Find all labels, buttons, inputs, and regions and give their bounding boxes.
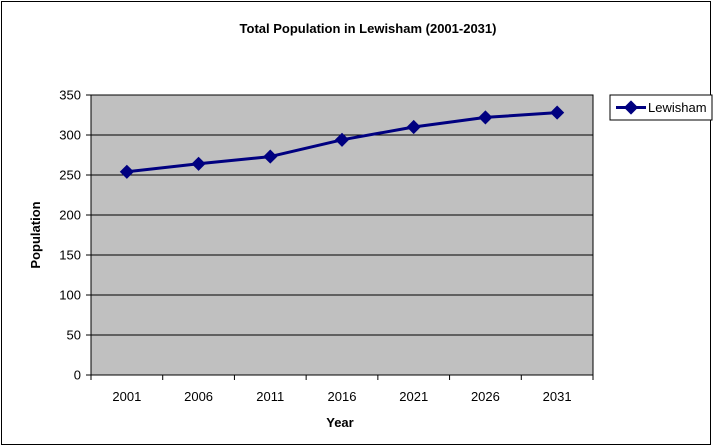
x-tick-label-2021: 2021 xyxy=(399,389,428,404)
legend: Lewisham xyxy=(609,94,713,121)
data-point-2011 xyxy=(263,149,278,164)
x-tick-label-2031: 2031 xyxy=(543,389,572,404)
x-tick-label-2026: 2026 xyxy=(471,389,500,404)
y-tick-label-350: 350 xyxy=(59,88,81,103)
y-tick-label-150: 150 xyxy=(59,248,81,263)
x-axis: 2001 2006 2011 2016 2021 2026 2031 xyxy=(90,375,594,404)
y-tick-label-200: 200 xyxy=(59,208,81,223)
y-tick-label-50: 50 xyxy=(67,328,81,343)
legend-diamond-marker xyxy=(623,100,639,115)
y-tick-label-0: 0 xyxy=(74,368,81,383)
data-point-2006 xyxy=(191,156,206,171)
chart-title: Total Population in Lewisham (2001-2031) xyxy=(240,21,497,36)
data-point-2016 xyxy=(334,132,350,147)
x-tick-label-2001: 2001 xyxy=(112,389,141,404)
data-point-2021 xyxy=(406,119,421,135)
data-point-2031 xyxy=(550,105,565,120)
legend-label: Lewisham xyxy=(648,100,707,115)
grid-lines xyxy=(91,94,593,336)
y-tick-label-250: 250 xyxy=(59,168,81,183)
y-axis-title: Population xyxy=(28,201,43,268)
series-layer xyxy=(119,105,565,179)
y-axis: 0 50 100 150 200 250 300 350 xyxy=(59,88,91,383)
x-tick-label-2006: 2006 xyxy=(184,389,213,404)
x-tick-label-2016: 2016 xyxy=(328,389,357,404)
data-point-2026 xyxy=(478,110,493,125)
y-tick-label-300: 300 xyxy=(59,128,81,143)
x-tick-label-2011: 2011 xyxy=(256,389,284,404)
y-tick-label-100: 100 xyxy=(59,288,81,303)
x-axis-title: Year xyxy=(326,415,353,430)
